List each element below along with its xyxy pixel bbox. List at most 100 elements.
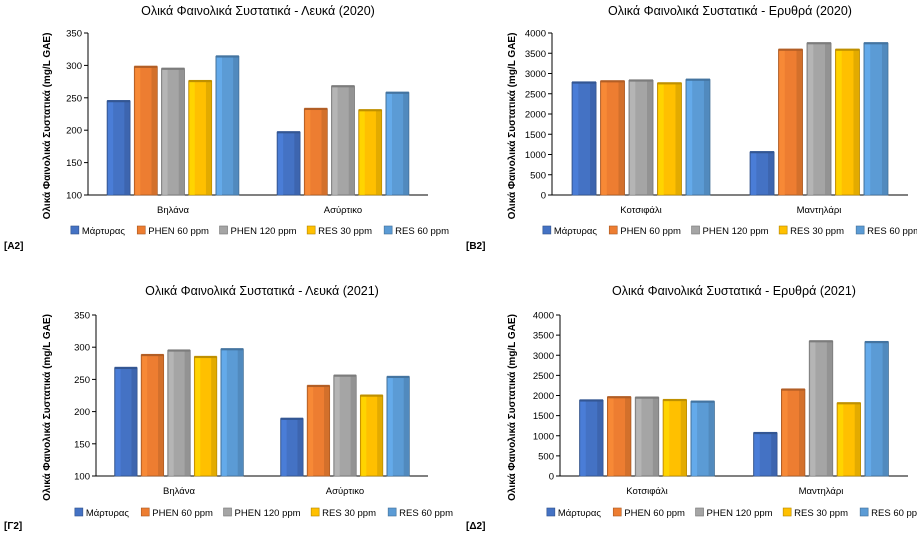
panel-label-d2: [Δ2] bbox=[466, 521, 486, 532]
bar-top bbox=[220, 348, 244, 351]
legend-item: PHEN 60 ppm bbox=[612, 507, 685, 519]
y-tick-label: 1500 bbox=[525, 130, 546, 141]
bar-highlight bbox=[135, 66, 141, 195]
y-tick-label: 3500 bbox=[533, 331, 554, 342]
bar-top bbox=[628, 79, 654, 82]
bar-shade bbox=[158, 354, 164, 476]
legend-label: RES 30 ppm bbox=[790, 226, 844, 237]
legend-label: RES 60 ppm bbox=[399, 508, 453, 519]
y-tick-label: 300 bbox=[74, 343, 90, 354]
bar-top bbox=[635, 396, 659, 399]
bar-shade bbox=[854, 403, 861, 476]
bar bbox=[386, 375, 410, 477]
bar bbox=[749, 151, 775, 196]
bar-shade bbox=[184, 350, 190, 476]
legend-swatch bbox=[612, 507, 622, 517]
bar-top bbox=[837, 402, 861, 405]
bar-shade bbox=[205, 80, 212, 195]
y-tick-label: 500 bbox=[530, 170, 546, 181]
legend-label: RES 60 ppm bbox=[395, 226, 449, 237]
bar bbox=[579, 399, 604, 477]
y-tick-label: 150 bbox=[66, 158, 82, 169]
bar-highlight bbox=[686, 79, 693, 195]
chart-title: Ολικά Φαινολικά Συστατικά - Λευκά (2021) bbox=[145, 284, 379, 298]
bar bbox=[306, 384, 331, 477]
bar-top bbox=[690, 400, 715, 403]
bar bbox=[161, 67, 185, 196]
bar-shade bbox=[403, 376, 409, 476]
bar-shade bbox=[348, 86, 354, 195]
chart-panel-a2: Ολικά Φαινολικά Συστατικά - Λευκά (2020)… bbox=[0, 0, 450, 250]
bar bbox=[685, 78, 711, 196]
legend-label: PHEN 60 ppm bbox=[152, 508, 213, 519]
bar-shade bbox=[881, 43, 888, 195]
bar bbox=[333, 374, 357, 477]
bar bbox=[167, 349, 191, 477]
bar-highlight bbox=[332, 86, 338, 195]
bar-shade bbox=[237, 349, 243, 476]
bar-shade bbox=[375, 110, 382, 195]
legend-swatch bbox=[859, 507, 869, 517]
legend-label: PHEN 120 ppm bbox=[707, 508, 773, 519]
legend-swatch bbox=[546, 507, 556, 517]
bar-shade bbox=[825, 43, 831, 195]
x-category-label: Μαντηλάρι bbox=[799, 486, 844, 497]
panel-label-b2: [B2] bbox=[466, 241, 486, 252]
legend-item: RES 30 ppm bbox=[310, 507, 376, 519]
bar bbox=[836, 402, 861, 477]
bar bbox=[662, 398, 687, 477]
legend-item: Μάρτυρας bbox=[74, 507, 129, 519]
y-tick-label: 2500 bbox=[533, 371, 554, 382]
bar-shade bbox=[233, 56, 239, 195]
chart-svg-a2: Ολικά Φαινολικά Συστατικά - Λευκά (2020)… bbox=[42, 4, 449, 237]
bar bbox=[863, 42, 889, 196]
y-tick-label: 1000 bbox=[525, 150, 546, 161]
bar-shade bbox=[799, 389, 805, 476]
legend-label: PHEN 120 ppm bbox=[703, 226, 769, 237]
bar-top bbox=[280, 417, 304, 420]
bar-highlight bbox=[305, 108, 311, 195]
bar-top bbox=[215, 55, 239, 58]
legend-swatch bbox=[387, 507, 397, 517]
bar-highlight bbox=[754, 432, 760, 476]
bar-top bbox=[167, 349, 191, 352]
bar-highlight bbox=[864, 43, 871, 195]
chart-panel-g2: Ολικά Φαινολικά Συστατικά - Λευκά (2021)… bbox=[0, 280, 453, 530]
legend-item: RES 30 ppm bbox=[782, 507, 848, 519]
bar bbox=[657, 82, 682, 196]
legend-swatch bbox=[691, 225, 700, 235]
y-tick-label: 250 bbox=[66, 93, 82, 104]
legend-item: Μάρτυρας bbox=[546, 507, 601, 519]
legend-label: Μάρτυρας bbox=[82, 226, 126, 237]
legend-swatch bbox=[855, 225, 865, 235]
legend-swatch bbox=[74, 507, 84, 517]
bar-shade bbox=[294, 132, 300, 195]
legend-item: PHEN 120 ppm bbox=[695, 507, 773, 519]
chart-panel-d2: Ολικά Φαινολικά Συστατικά - Ερυθρά (2021… bbox=[462, 280, 917, 530]
legend-label: RES 60 ppm bbox=[867, 226, 917, 237]
legend-swatch bbox=[136, 225, 146, 235]
y-tick-label: 0 bbox=[541, 191, 546, 202]
bar-highlight bbox=[216, 56, 222, 195]
bar-highlight bbox=[601, 81, 607, 195]
bar bbox=[600, 80, 625, 196]
bar-top bbox=[360, 394, 383, 397]
bar-shade bbox=[796, 49, 803, 196]
bar-top bbox=[141, 353, 164, 357]
bar-shade bbox=[625, 397, 631, 476]
bar-highlight bbox=[865, 341, 872, 476]
bar-top bbox=[750, 151, 775, 154]
bar-top bbox=[781, 388, 805, 391]
bar bbox=[634, 396, 660, 477]
y-axis-label: Ολικά Φαινολικά Συστατικά (mg/L GAE) bbox=[42, 33, 53, 220]
legend-swatch bbox=[608, 225, 618, 235]
bar bbox=[106, 100, 131, 196]
bar-top bbox=[809, 340, 833, 343]
bar-top bbox=[863, 42, 888, 45]
bar bbox=[607, 396, 632, 477]
bar-shade bbox=[675, 83, 681, 195]
panel-label-a2: [A2] bbox=[4, 241, 24, 252]
bar-top bbox=[663, 398, 687, 402]
bar-highlight bbox=[836, 49, 842, 196]
y-tick-label: 1500 bbox=[533, 411, 554, 422]
